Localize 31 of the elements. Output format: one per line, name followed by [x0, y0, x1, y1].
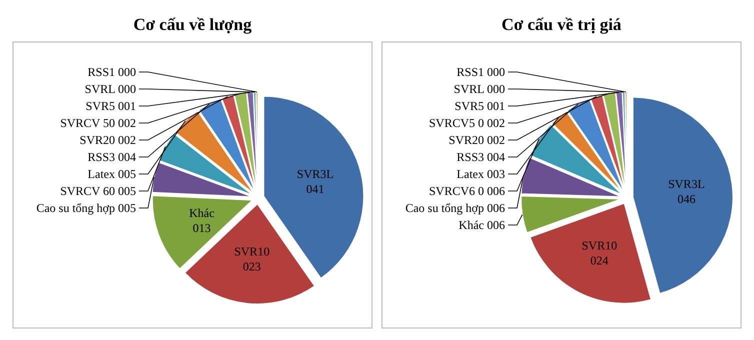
data-label: 041 [306, 182, 324, 196]
slice-label: SVR3L [668, 176, 705, 191]
slice-label: SVR20 002 [80, 133, 136, 147]
slice-label: RSS1 000 [88, 65, 136, 79]
chart-title: Cơ cấu về trị giá [502, 15, 622, 34]
slice-label: SVRCV 60 005 [60, 184, 136, 198]
slice-label: SVRCV5 0 002 [428, 116, 505, 130]
slice-label: SVR5 001 [86, 99, 136, 113]
slice-label: Latex 003 [456, 167, 505, 181]
slice-label: SVR3L [296, 167, 334, 182]
slice-label: Khác 006 [458, 218, 505, 232]
data-label: 023 [242, 260, 261, 274]
slice-label: Cao su tổng hợp 005 [36, 201, 136, 215]
slice-label: RSS3 004 [88, 150, 136, 164]
data-label: 046 [677, 192, 696, 206]
data-label: 024 [590, 253, 608, 268]
slice-label: Latex 005 [88, 167, 136, 181]
slice-label: SVRL 000 [84, 82, 136, 96]
slice-label: SVRL 000 [454, 82, 505, 96]
slice-label: SVRCV 50 002 [60, 116, 136, 130]
chart-title: Cơ cấu về lượng [133, 15, 252, 34]
slice-label: Cao su tổng hợp 006 [405, 201, 505, 215]
slice-label: Khác [189, 206, 214, 220]
data-label: 013 [192, 220, 211, 235]
slice-label: RSS3 004 [456, 150, 505, 164]
slice-label: SVR10 [582, 238, 618, 252]
slice-label: RSS1 000 [456, 65, 505, 79]
slice-label: SVR5 001 [454, 99, 505, 113]
slice-label: SVR10 [234, 244, 270, 259]
slice-label: SVR20 002 [448, 133, 505, 147]
slice-label: SVRCV6 0 006 [428, 184, 505, 198]
